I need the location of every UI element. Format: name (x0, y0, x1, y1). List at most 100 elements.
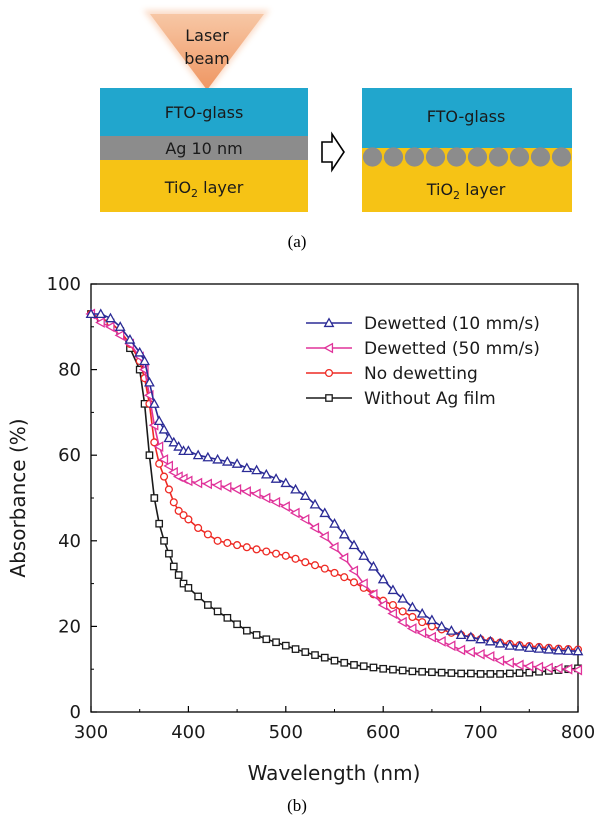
data-point-triangle-up (348, 539, 360, 550)
data-point-circle (340, 573, 349, 582)
data-point-triangle-left (426, 631, 436, 643)
data-point-circle (349, 578, 359, 587)
data-point-square (145, 451, 154, 460)
legend-label: Without Ag film (364, 389, 496, 409)
data-point-triangle-left (323, 342, 334, 354)
data-point-circle (194, 523, 203, 533)
data-point-triangle-left (153, 441, 164, 453)
series-dewetted-50-mm-s- (85, 308, 583, 676)
data-point-triangle-left (182, 475, 193, 487)
fto-glass-layer-right (362, 88, 572, 148)
data-point-triangle-up (484, 635, 496, 646)
ag-label: Ag 10 nm (165, 139, 242, 158)
data-point-triangle-up (455, 629, 467, 640)
data-point-square (281, 641, 290, 650)
ag-nanoparticle (383, 147, 404, 167)
data-point-triangle-left (95, 317, 105, 328)
ag-layer (100, 136, 308, 160)
data-point-triangle-left (416, 627, 427, 639)
data-point-triangle-up (114, 321, 126, 331)
data-point-circle (169, 498, 178, 507)
fto-label-left: FTO-glass (165, 103, 244, 122)
data-point-square (184, 584, 193, 592)
data-point-triangle-left (523, 660, 534, 672)
legend-label: Dewetted (50 mm/s) (364, 339, 540, 359)
data-point-circle (174, 506, 183, 515)
data-point-triangle-left (250, 488, 261, 500)
y-tick-label: 0 (70, 702, 81, 723)
data-point-triangle-up (319, 507, 331, 518)
data-point-square (155, 519, 164, 528)
laser-cone (150, 14, 264, 90)
data-point-circle (398, 607, 407, 616)
data-point-triangle-up (543, 643, 555, 654)
data-point-square (418, 667, 427, 676)
data-point-triangle-up (323, 317, 335, 328)
data-point-circle (164, 485, 173, 494)
caption-a: (a) (288, 232, 307, 251)
data-point-triangle-left (436, 635, 446, 647)
data-point-square (457, 669, 465, 678)
data-point-square (389, 665, 397, 674)
data-point-triangle-left (280, 501, 290, 512)
y-tick-label: 20 (58, 616, 81, 637)
data-point-triangle-left (348, 565, 359, 577)
data-point-triangle-up (158, 423, 170, 434)
data-point-square (350, 661, 358, 669)
data-point-triangle-left (270, 496, 281, 508)
data-point-triangle-up (144, 376, 155, 387)
data-point-square (340, 658, 349, 667)
y-tick-label: 100 (47, 274, 81, 295)
data-point-circle (233, 541, 242, 550)
data-point-triangle-left (221, 481, 232, 493)
data-point-triangle-left (104, 321, 115, 333)
data-point-triangle-left (299, 513, 310, 525)
data-point-triangle-up (494, 637, 506, 648)
data-point-square (204, 601, 212, 609)
series-line (90, 313, 579, 671)
data-point-square (447, 669, 456, 677)
data-point-triangle-left (387, 608, 398, 619)
left-stack: FTO-glass Ag 10 nm TiO2 layer (100, 88, 308, 212)
data-point-triangle-up (299, 490, 311, 500)
series-without-ag-film (87, 310, 582, 678)
axis-ticks: 300 400 500 600 700 800 0 20 40 60 80 100 (47, 274, 594, 743)
laser-label-line1: Laser (185, 26, 229, 45)
data-point-triangle-up (523, 642, 535, 652)
data-point-square (223, 613, 232, 622)
data-point-circle (262, 547, 271, 556)
data-point-triangle-up (504, 640, 516, 650)
data-point-triangle-left (192, 477, 203, 489)
data-point-circle (388, 600, 397, 610)
y-tick-label: 80 (58, 360, 81, 381)
data-point-circle (324, 368, 334, 378)
data-point-triangle-left (543, 662, 553, 674)
data-point-triangle-up (270, 473, 282, 483)
legend-item: Dewetted (50 mm/s) (306, 339, 540, 359)
data-point-triangle-up (397, 592, 409, 603)
data-point-triangle-up (202, 451, 214, 462)
x-axis-label: Wavelength (nm) (248, 761, 421, 785)
data-point-circle (301, 558, 310, 567)
data-point-circle (252, 545, 261, 554)
data-point-triangle-left (158, 454, 169, 465)
data-point-triangle-up (148, 398, 160, 408)
x-tick-label: 300 (74, 722, 108, 743)
data-point-triangle-left (474, 648, 485, 660)
data-point-square (408, 667, 417, 676)
data-point-square (467, 669, 475, 678)
data-point-square (496, 670, 504, 678)
legend-item: No dewetting (306, 364, 478, 384)
series-dewetted-10-mm-s- (85, 308, 584, 656)
data-point-triangle-left (572, 664, 583, 676)
data-point-triangle-up (514, 640, 525, 651)
data-point-circle (291, 554, 300, 563)
data-point-triangle-up (251, 464, 262, 475)
x-tick-label: 700 (463, 722, 497, 743)
data-point-square (262, 635, 271, 644)
data-point-triangle-up (139, 355, 150, 366)
y-tick-label: 60 (58, 445, 81, 466)
data-point-circle (213, 536, 222, 545)
data-point-square (437, 668, 446, 677)
